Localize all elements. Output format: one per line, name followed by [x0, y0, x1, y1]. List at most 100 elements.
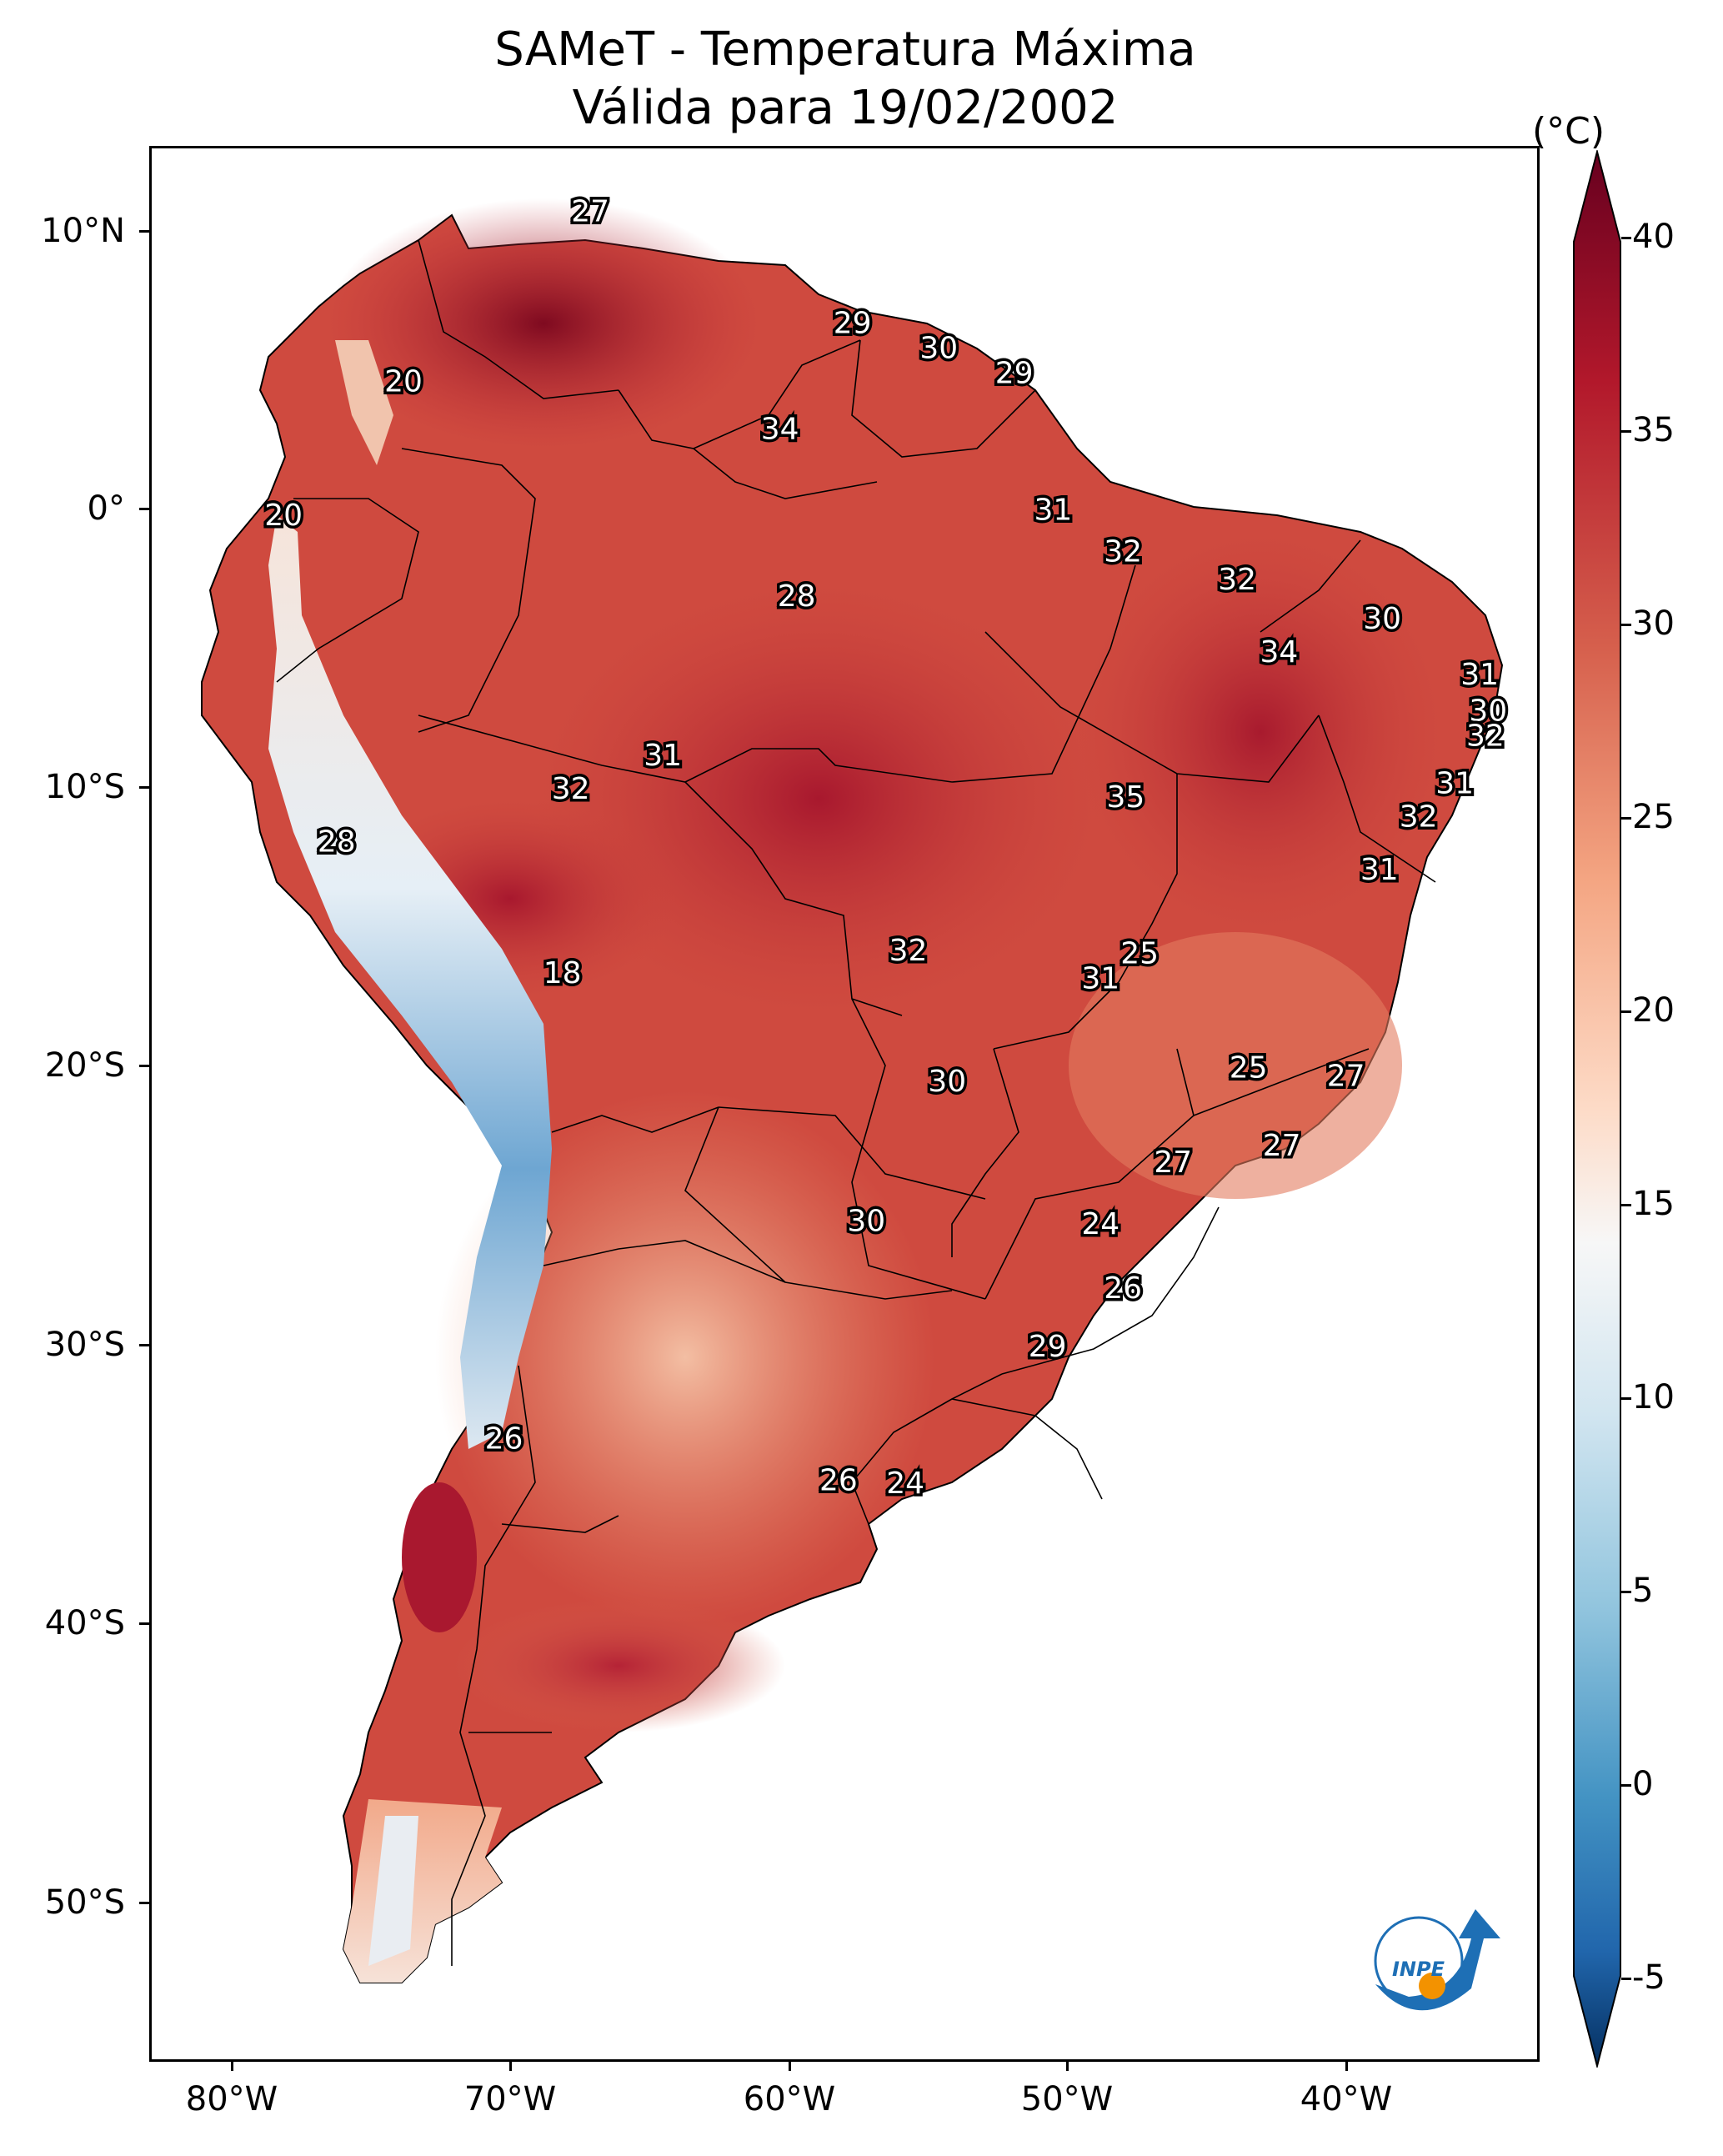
temperature-label: 20 — [384, 365, 423, 399]
lat-label-40s: 40°S — [44, 1604, 125, 1642]
temperature-label: 26 — [1104, 1271, 1142, 1306]
map-frame: 27 29 30 29 20 34 20 31 32 32 28 30 34 31 30 32 31 31 32 35… — [149, 146, 1540, 2062]
temperature-label: 30 — [919, 332, 958, 366]
temperature-label: 25 — [1230, 1051, 1268, 1086]
lat-tick-50s — [139, 1902, 149, 1904]
lat-label-10n: 10°N — [41, 212, 125, 250]
colorbar-tick-10: 10 — [1632, 1378, 1675, 1416]
colorbar-tick-25: 25 — [1632, 798, 1675, 836]
colorbar-tick-35: 35 — [1632, 411, 1675, 449]
lon-label-70w: 70°W — [463, 2080, 557, 2118]
temperature-label: 30 — [847, 1205, 885, 1239]
northeast-brazil-hot-zone — [1077, 532, 1444, 932]
temperature-label: 34 — [761, 413, 799, 447]
colorbar-tick-0: 0 — [1632, 1765, 1654, 1803]
colorbar-tickmark-25 — [1621, 817, 1631, 820]
temperature-label: 32 — [889, 934, 928, 968]
temperature-label: 31 — [1435, 766, 1474, 800]
lon-tick-50w — [1066, 2061, 1069, 2071]
lon-tick-70w — [509, 2061, 512, 2071]
temperature-label: 31 — [1460, 658, 1499, 692]
temperature-label: 30 — [1363, 602, 1401, 636]
temperature-label: 28 — [318, 825, 356, 860]
temperature-label: 32 — [1400, 800, 1438, 835]
lon-tick-80w — [231, 2061, 233, 2071]
colorbar-tickmark-5 — [1621, 1591, 1631, 1593]
temperature-label: 29 — [1029, 1330, 1067, 1364]
chile-south-coast-cool — [368, 1816, 418, 1966]
temperature-label: 32 — [1104, 535, 1142, 569]
temperature-label: 20 — [264, 499, 303, 533]
political-borders — [276, 239, 1436, 1966]
colorbar-tickmark-15 — [1621, 1204, 1631, 1206]
colorbar-tickmark-10 — [1621, 1397, 1631, 1400]
colorbar-tickmark-40 — [1621, 237, 1631, 239]
temperature-label: 27 — [1263, 1129, 1301, 1163]
inpe-logo-sun — [1419, 1973, 1445, 1999]
argentina-mild-zone — [435, 1091, 935, 1624]
colorbar-tickmark-20 — [1621, 1010, 1631, 1013]
temperature-label: 32 — [552, 772, 590, 806]
temperature-label: 34 — [1260, 635, 1298, 669]
colombia-andes-cool — [335, 340, 393, 465]
colorbar-gradient — [1573, 150, 1621, 2068]
lat-tick-40s — [139, 1622, 149, 1625]
temperature-label: 35 — [1106, 780, 1144, 815]
lon-label-40w: 40°W — [1300, 2080, 1393, 2118]
temperature-label: 27 — [571, 195, 609, 229]
colorbar-tickmark-0 — [1621, 1784, 1631, 1787]
lat-tick-10n — [139, 230, 149, 233]
temperature-label: 31 — [1360, 853, 1399, 887]
southern-tip-zone — [343, 1799, 502, 1983]
colorbar-tick-minus5: -5 — [1632, 1958, 1665, 1997]
colorbar-unit: (°C) — [1532, 110, 1605, 153]
colorbar-tick-5: 5 — [1632, 1572, 1654, 1610]
lat-label-10s: 10°S — [44, 768, 125, 806]
temperature-label: 30 — [1469, 694, 1507, 728]
temperature-label: 24 — [886, 1467, 924, 1501]
lat-label-20s: 20°S — [44, 1046, 125, 1085]
colorbar-tick-15: 15 — [1632, 1185, 1675, 1223]
colorbar-tickmark-minus5 — [1621, 1978, 1631, 1980]
temperature-label: 31 — [1034, 494, 1072, 528]
lat-tick-0 — [139, 508, 149, 510]
temperature-label: 29 — [995, 357, 1034, 391]
lon-label-80w: 80°W — [185, 2080, 278, 2118]
temperature-label: 31 — [1081, 962, 1119, 996]
temperature-label: 18 — [543, 956, 582, 990]
lon-label-60w: 60°W — [743, 2080, 836, 2118]
temperature-label: 26 — [485, 1421, 523, 1456]
temperature-label: 25 — [1120, 936, 1159, 970]
southeast-brazil-mild-zone — [1069, 932, 1402, 1199]
colorbar-tick-30: 30 — [1632, 604, 1675, 643]
patagonia-hot-zone — [452, 1599, 785, 1732]
colorbar-tick-40: 40 — [1632, 218, 1675, 256]
lat-label-50s: 50°S — [44, 1883, 125, 1922]
inpe-logo-text: INPE — [1392, 1958, 1445, 1981]
temperature-label: 27 — [1154, 1146, 1192, 1180]
andes-cool-strip — [268, 515, 552, 1449]
colorbar-tickmark-30 — [1621, 624, 1631, 626]
temperature-label: 24 — [1081, 1207, 1119, 1241]
colorbar-tick-20: 20 — [1632, 991, 1675, 1030]
lat-tick-20s — [139, 1065, 149, 1067]
temperature-label: 30 — [928, 1065, 966, 1099]
lon-tick-60w — [789, 2061, 791, 2071]
inpe-logo-arrow — [1375, 1909, 1500, 2011]
lat-label-30s: 30°S — [44, 1326, 125, 1364]
lat-tick-30s — [139, 1344, 149, 1346]
colorbar — [1573, 150, 1621, 2068]
temperature-label: 32 — [1218, 563, 1256, 597]
temperature-label: 31 — [644, 739, 682, 773]
venezuela-hot-zone — [327, 198, 760, 449]
lon-tick-40w — [1345, 2061, 1348, 2071]
lat-label-0: 0° — [87, 489, 125, 528]
colorbar-tickmark-35 — [1621, 430, 1631, 433]
lon-label-50w: 50°W — [1020, 2080, 1114, 2118]
temperature-label: 32 — [1466, 719, 1505, 753]
temperature-label: 27 — [1327, 1060, 1365, 1094]
chile-hot-zone — [402, 1482, 477, 1632]
lat-tick-10s — [139, 786, 149, 789]
